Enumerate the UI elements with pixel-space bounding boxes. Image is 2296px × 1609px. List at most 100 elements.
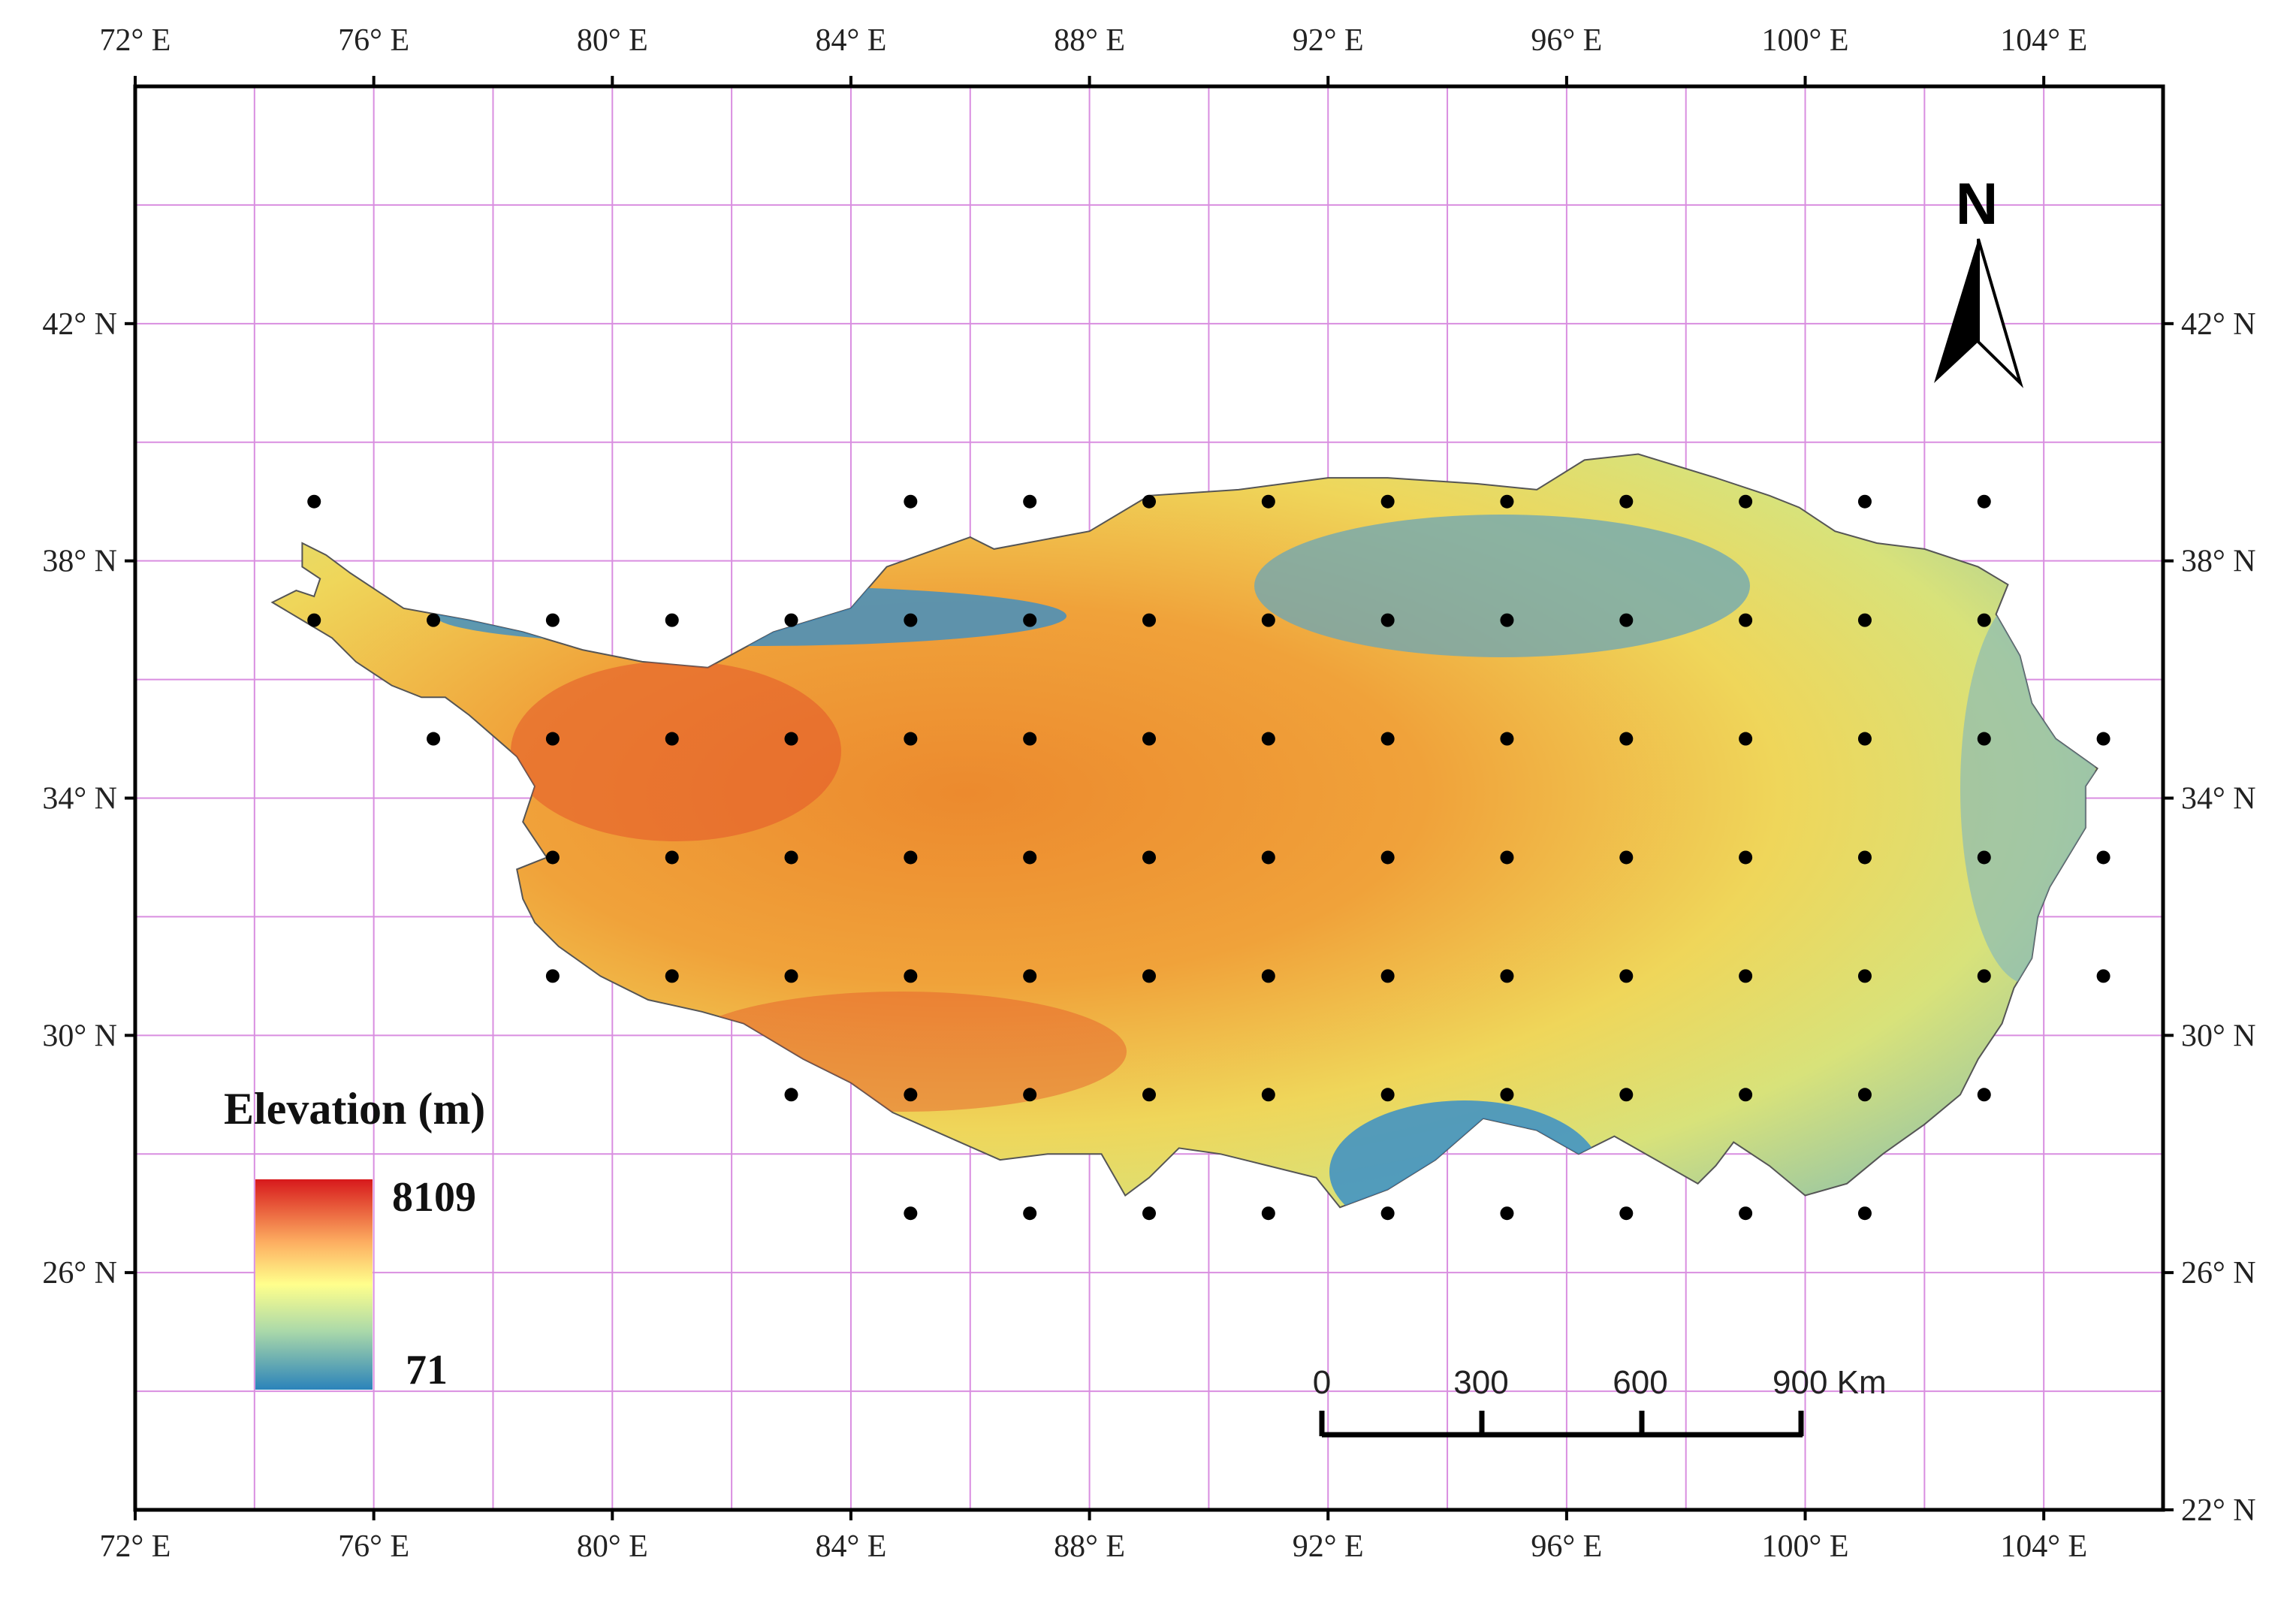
north-arrow-label: N — [1956, 171, 1998, 237]
sample-point — [1619, 494, 1634, 509]
western-high — [511, 661, 841, 841]
plateau-region — [270, 453, 2098, 1209]
sample-point — [1977, 850, 1991, 865]
sample-point — [784, 732, 798, 746]
sample-point — [1500, 1206, 1514, 1221]
top-axis-ticks: 72° E 76° E 80° E 84° E 88° E 92° E 96° E 100° … — [100, 23, 2087, 86]
right-tick-label: 26° N — [2181, 1256, 2256, 1291]
sample-point — [1500, 969, 1514, 983]
sample-point — [1142, 1206, 1156, 1221]
sample-point — [904, 850, 918, 865]
sample-point — [1023, 494, 1037, 509]
right-tick-label: 42° N — [2181, 307, 2256, 342]
left-tick-label: 26° N — [42, 1256, 117, 1291]
left-tick-label: 38° N — [42, 545, 117, 579]
sample-point — [665, 613, 679, 627]
sample-point — [1619, 613, 1634, 627]
sample-point — [1977, 1088, 1991, 1102]
sample-point — [784, 613, 798, 627]
sample-point — [1261, 1088, 1275, 1102]
sample-point — [904, 969, 918, 983]
sample-point — [1739, 613, 1753, 627]
legend-title: Elevation (m) — [224, 1084, 485, 1134]
top-tick-label: 88° E — [1054, 23, 1125, 58]
sample-point — [1380, 1206, 1395, 1221]
scale-bar: 0 300 600 900 Km — [1313, 1364, 1887, 1438]
sample-point — [1857, 969, 1872, 983]
sample-point — [1500, 732, 1514, 746]
sample-point — [1023, 732, 1037, 746]
scale-label-900: 900 Km — [1773, 1364, 1887, 1401]
sample-point — [904, 1088, 918, 1102]
sample-point — [1142, 850, 1156, 865]
north-arrow-right-half — [1977, 238, 2024, 388]
bottom-tick-label: 72° E — [100, 1529, 171, 1564]
sample-point — [1023, 850, 1037, 865]
sample-point — [1739, 1088, 1753, 1102]
sample-point — [784, 969, 798, 983]
left-tick-label: 34° N — [42, 782, 117, 817]
sample-point — [1023, 969, 1037, 983]
sample-point — [1857, 850, 1872, 865]
legend-color-ramp — [255, 1179, 373, 1390]
sample-point — [665, 732, 679, 746]
sample-point — [1739, 850, 1753, 865]
sample-point — [1739, 969, 1753, 983]
legend-min-label: 71 — [406, 1347, 448, 1393]
sample-point — [427, 732, 441, 746]
sample-point — [1619, 969, 1634, 983]
sample-point — [545, 969, 560, 983]
sample-point — [1380, 850, 1395, 865]
sample-point — [1500, 613, 1514, 627]
sample-point — [1619, 1206, 1634, 1221]
sample-point — [1142, 613, 1156, 627]
sample-point — [1739, 494, 1753, 509]
scale-label-0: 0 — [1313, 1364, 1331, 1401]
sample-point — [2096, 850, 2110, 865]
sample-point — [665, 969, 679, 983]
sample-point — [307, 613, 321, 627]
north-arrow: N — [1934, 171, 2024, 388]
top-tick-label: 80° E — [577, 23, 648, 58]
bottom-tick-label: 104° E — [2000, 1529, 2087, 1564]
sample-point — [2096, 969, 2110, 983]
sample-point — [1857, 1206, 1872, 1221]
sample-point — [1857, 732, 1872, 746]
sample-point — [1857, 1088, 1872, 1102]
tarim-edge-low — [436, 586, 1067, 646]
sample-point — [904, 613, 918, 627]
left-tick-label: 30° N — [42, 1019, 117, 1053]
sample-point — [2096, 732, 2110, 746]
sample-point — [1977, 732, 1991, 746]
sample-point — [1261, 494, 1275, 509]
sample-point — [1500, 850, 1514, 865]
bottom-axis-ticks: 72° E 76° E 80° E 84° E 88° E 92° E 96° E 100° … — [100, 1510, 2087, 1564]
sample-point — [1500, 1088, 1514, 1102]
sample-point — [1261, 613, 1275, 627]
top-tick-label: 72° E — [100, 23, 171, 58]
sample-point — [1023, 1088, 1037, 1102]
sample-point — [1380, 969, 1395, 983]
bottom-tick-label: 80° E — [577, 1529, 648, 1564]
sample-point — [904, 732, 918, 746]
bottom-tick-label: 76° E — [338, 1529, 409, 1564]
sample-point — [904, 494, 918, 509]
legend-max-label: 8109 — [392, 1174, 476, 1221]
scale-label-300: 300 — [1453, 1364, 1508, 1401]
scale-label-600: 600 — [1613, 1364, 1667, 1401]
north-arrow-left-half — [1934, 239, 1978, 383]
sample-point — [427, 613, 441, 627]
right-tick-label: 30° N — [2181, 1019, 2256, 1053]
sample-point — [1380, 494, 1395, 509]
southeast-valleys-low — [1329, 1100, 1600, 1208]
sample-point — [1142, 1088, 1156, 1102]
sample-point — [1261, 850, 1275, 865]
right-axis-ticks: 42° N 38° N 34° N 30° N 26° N 22° N — [2163, 307, 2256, 1528]
top-tick-label: 92° E — [1293, 23, 1364, 58]
bottom-tick-label: 84° E — [815, 1529, 886, 1564]
sample-point — [1619, 850, 1634, 865]
bottom-tick-label: 92° E — [1293, 1529, 1364, 1564]
sample-point — [1739, 1206, 1753, 1221]
bottom-tick-label: 96° E — [1531, 1529, 1602, 1564]
